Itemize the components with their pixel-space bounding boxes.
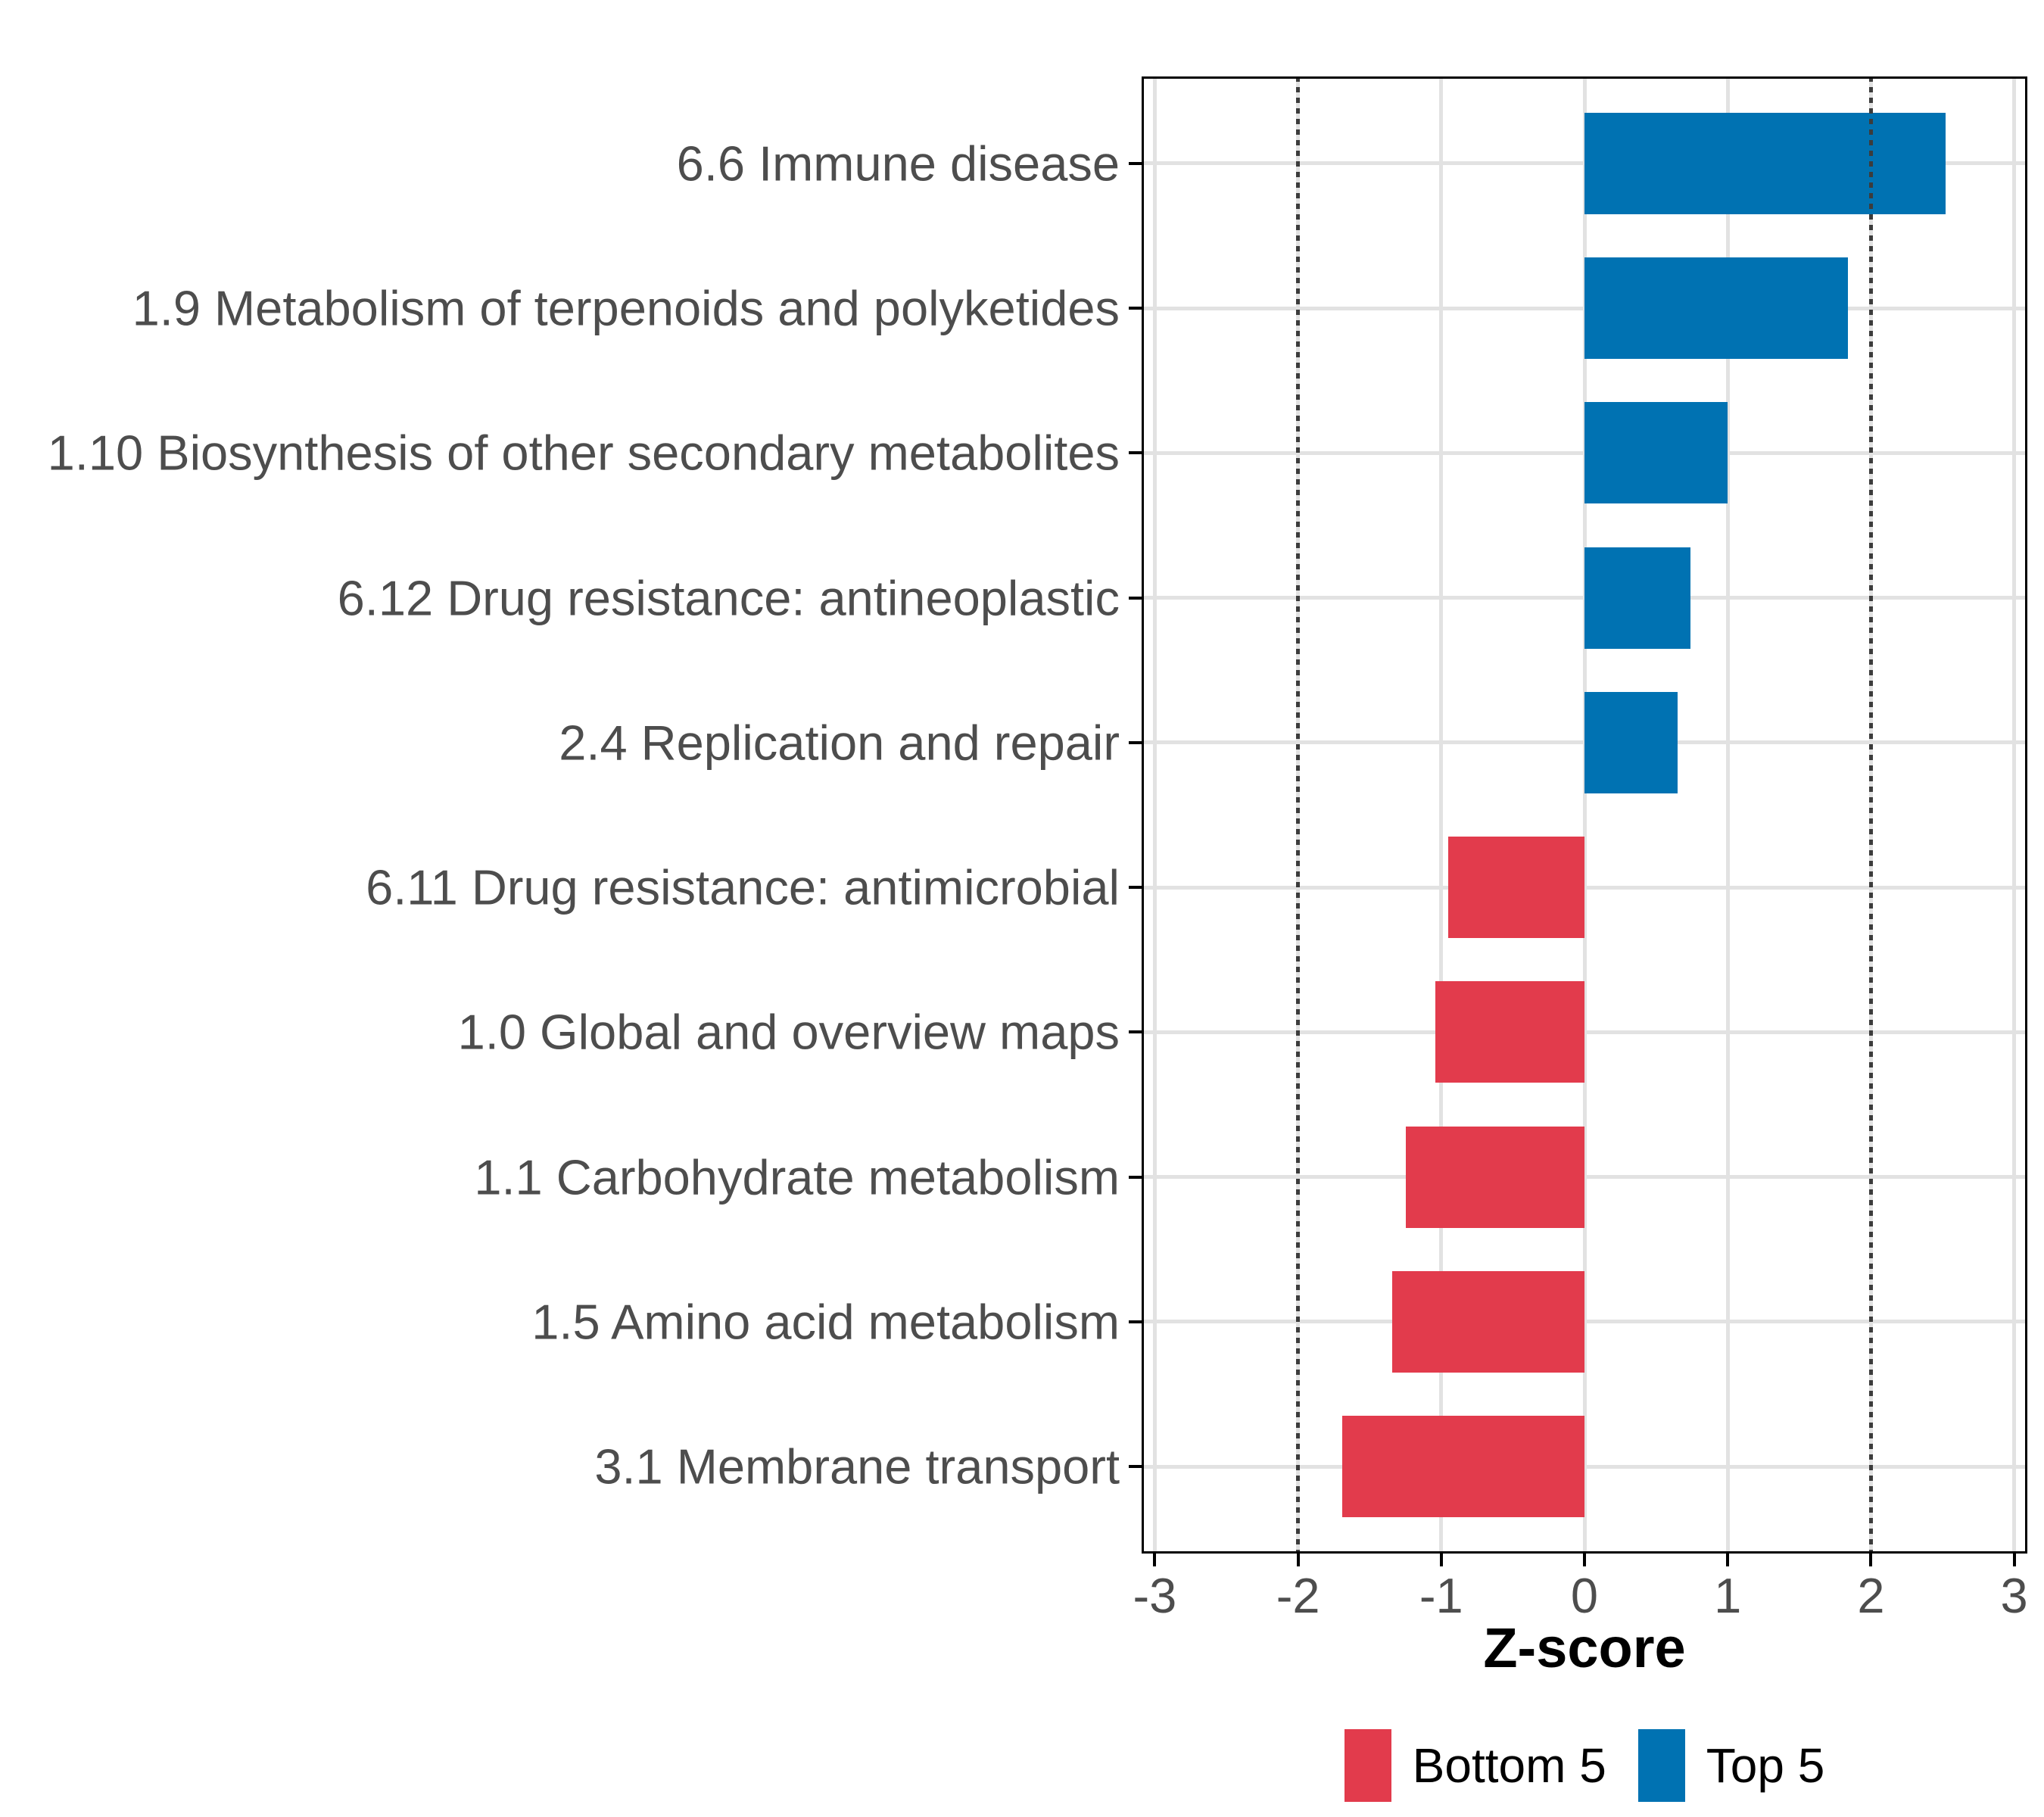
horizontal-gridline: [1142, 1175, 2027, 1180]
bar: [1584, 402, 1728, 504]
x-axis-tick: [1296, 1554, 1300, 1566]
vertical-gridline: [1152, 76, 1157, 1554]
y-axis-tick: [1129, 451, 1142, 455]
y-axis-tick: [1129, 307, 1142, 310]
vertical-gridline: [1725, 76, 1730, 1554]
x-axis-title: Z-score: [1483, 1616, 1686, 1679]
x-axis-tick-label: -3: [1133, 1568, 1177, 1623]
x-axis-tick-label: -2: [1276, 1568, 1320, 1623]
y-axis-tick: [1129, 161, 1142, 165]
bar: [1392, 1270, 1584, 1373]
x-axis-tick: [1583, 1554, 1586, 1566]
horizontal-gridline: [1142, 885, 2027, 890]
bar: [1342, 1416, 1584, 1518]
x-axis-tick: [1869, 1554, 1873, 1566]
x-axis-tick-label: 0: [1570, 1568, 1599, 1623]
y-axis-tick: [1129, 886, 1142, 890]
bar: [1405, 1126, 1584, 1228]
bar: [1584, 691, 1678, 793]
category-label: 6.6 Immune disease: [676, 136, 1120, 192]
x-axis-tick: [1153, 1554, 1157, 1566]
horizontal-gridline: [1142, 1030, 2027, 1034]
x-axis-tick: [2012, 1554, 2016, 1566]
y-axis-tick: [1129, 596, 1142, 600]
legend: Bottom 5 Top 5: [1142, 1729, 2027, 1802]
y-axis-tick: [1129, 1030, 1142, 1034]
vertical-gridline: [1582, 76, 1587, 1554]
category-label: 1.1 Carbohydrate metabolism: [474, 1149, 1120, 1205]
y-axis-tick: [1129, 1465, 1142, 1469]
category-label: 3.1 Membrane transport: [594, 1438, 1120, 1494]
vertical-gridline: [1439, 76, 1444, 1554]
x-axis-tick-label: 3: [2000, 1568, 2028, 1623]
category-label: 6.12 Drug resistance: antineoplastic: [337, 570, 1120, 626]
bar: [1584, 257, 1849, 360]
reference-line: [1296, 76, 1301, 1554]
y-axis-tick: [1129, 740, 1142, 744]
bar: [1584, 547, 1690, 649]
category-label: 1.0 Global and overview maps: [457, 1004, 1120, 1060]
legend-item: Top 5: [1637, 1729, 1825, 1802]
vertical-gridline: [2012, 76, 2017, 1554]
horizontal-gridline: [1142, 1320, 2027, 1324]
plot-panel: [1142, 76, 2027, 1554]
bar: [1435, 981, 1584, 1083]
category-label: 1.5 Amino acid metabolism: [531, 1294, 1120, 1350]
legend-item: Bottom 5: [1344, 1729, 1606, 1802]
category-label: 6.11 Drug resistance: antimicrobial: [366, 859, 1120, 915]
x-axis-tick: [1439, 1554, 1443, 1566]
x-axis-tick: [1726, 1554, 1730, 1566]
legend-key-top-5: [1637, 1729, 1685, 1802]
y-axis-tick: [1129, 1175, 1142, 1179]
x-axis-tick-label: 1: [1714, 1568, 1742, 1623]
horizontal-gridline: [1142, 1464, 2027, 1469]
category-label: 2.4 Replication and repair: [559, 715, 1120, 771]
x-axis-tick-label: 2: [1857, 1568, 1885, 1623]
category-label: 1.9 Metabolism of terpenoids and polyket…: [132, 280, 1120, 336]
y-axis-tick: [1129, 1320, 1142, 1323]
bar: [1448, 837, 1584, 939]
bar: [1584, 112, 1946, 214]
legend-label: Top 5: [1706, 1738, 1825, 1793]
legend-label: Bottom 5: [1412, 1738, 1606, 1793]
reference-line: [1868, 76, 1873, 1554]
x-axis-tick-label: -1: [1419, 1568, 1463, 1623]
legend-key-bottom-5: [1344, 1729, 1391, 1802]
category-label: 1.10 Biosynthesis of other secondary met…: [47, 425, 1120, 481]
